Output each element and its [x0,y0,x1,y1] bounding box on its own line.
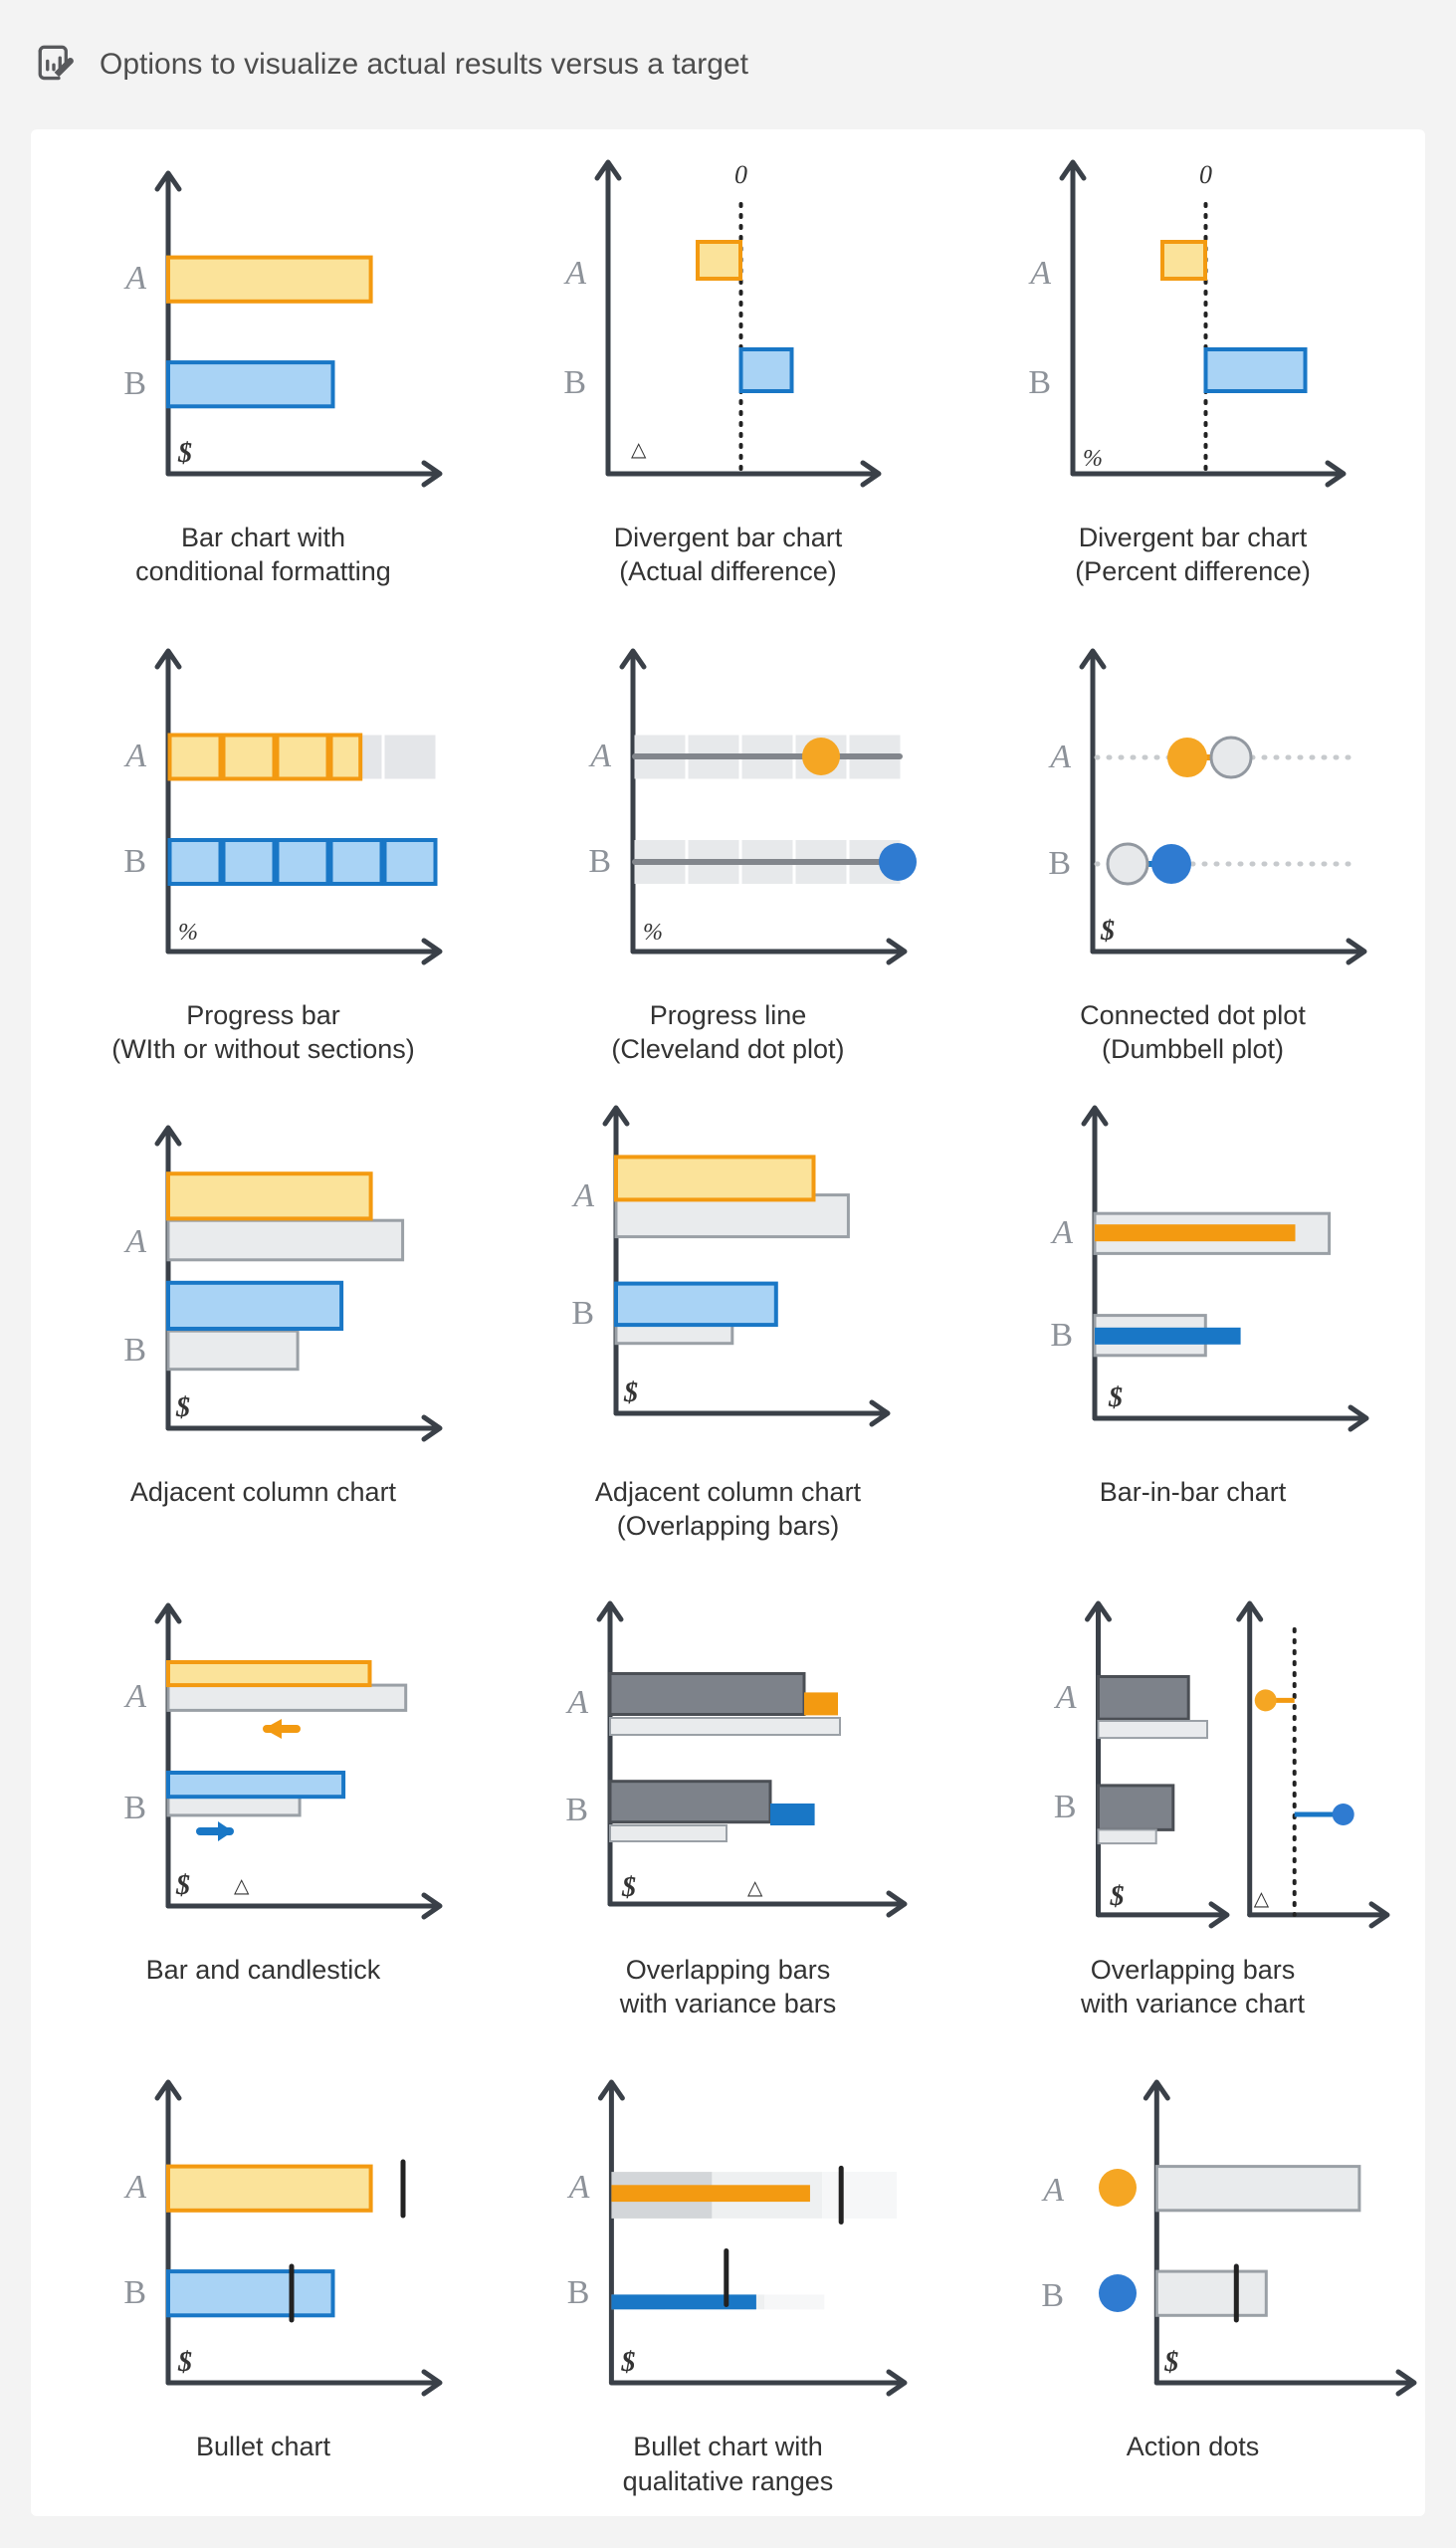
svg-text:A: A [1050,1214,1073,1251]
svg-text:$: $ [1110,1881,1125,1912]
svg-text:A: A [123,738,146,774]
svg-text:A: A [1048,739,1071,775]
svg-text:A: A [123,2169,146,2206]
svg-text:A: A [565,1684,588,1721]
svg-text:$: $ [175,1870,190,1901]
svg-text:$: $ [175,1392,190,1423]
svg-text:B: B [123,1790,146,1826]
svg-text:A: A [1028,255,1051,292]
svg-text:A: A [588,738,611,774]
svg-text:A: A [563,255,586,292]
svg-text:0: 0 [734,160,747,189]
svg-text:A: A [571,1177,594,1214]
svg-text:A: A [1041,2172,1064,2209]
svg-text:A: A [1054,1679,1077,1716]
svg-text:%: % [1083,446,1103,472]
svg-text:B: B [567,2274,590,2311]
svg-text:△: △ [234,1875,250,1897]
svg-text:$: $ [621,1872,636,1903]
svg-text:$: $ [623,1378,638,1408]
svg-text:A: A [123,1678,146,1715]
svg-text:B: B [588,843,611,880]
svg-text:$: $ [1108,1382,1123,1413]
svg-text:$: $ [1163,2347,1178,2378]
svg-text:B: B [563,364,586,401]
svg-text:B: B [1028,364,1051,401]
svg-text:A: A [123,1223,146,1260]
svg-text:B: B [1048,845,1071,882]
svg-text:B: B [123,365,146,402]
svg-text:B: B [565,1792,588,1828]
svg-text:$: $ [177,438,192,469]
svg-text:B: B [123,1332,146,1369]
svg-text:0: 0 [1199,160,1212,189]
svg-text:B: B [571,1295,594,1332]
svg-text:B: B [123,843,146,880]
svg-text:B: B [1054,1789,1077,1825]
svg-text:△: △ [631,439,647,461]
svg-text:B: B [123,2274,146,2311]
svg-text:B: B [1041,2277,1064,2314]
svg-text:$: $ [620,2347,635,2378]
svg-text:$: $ [1100,916,1115,947]
svg-text:%: % [643,920,663,946]
svg-text:A: A [567,2169,590,2206]
svg-text:%: % [178,920,198,946]
svg-text:A: A [123,260,146,297]
svg-text:△: △ [1254,1888,1270,1910]
svg-text:B: B [1050,1317,1073,1354]
svg-text:$: $ [177,2347,192,2378]
svg-text:△: △ [747,1877,763,1899]
